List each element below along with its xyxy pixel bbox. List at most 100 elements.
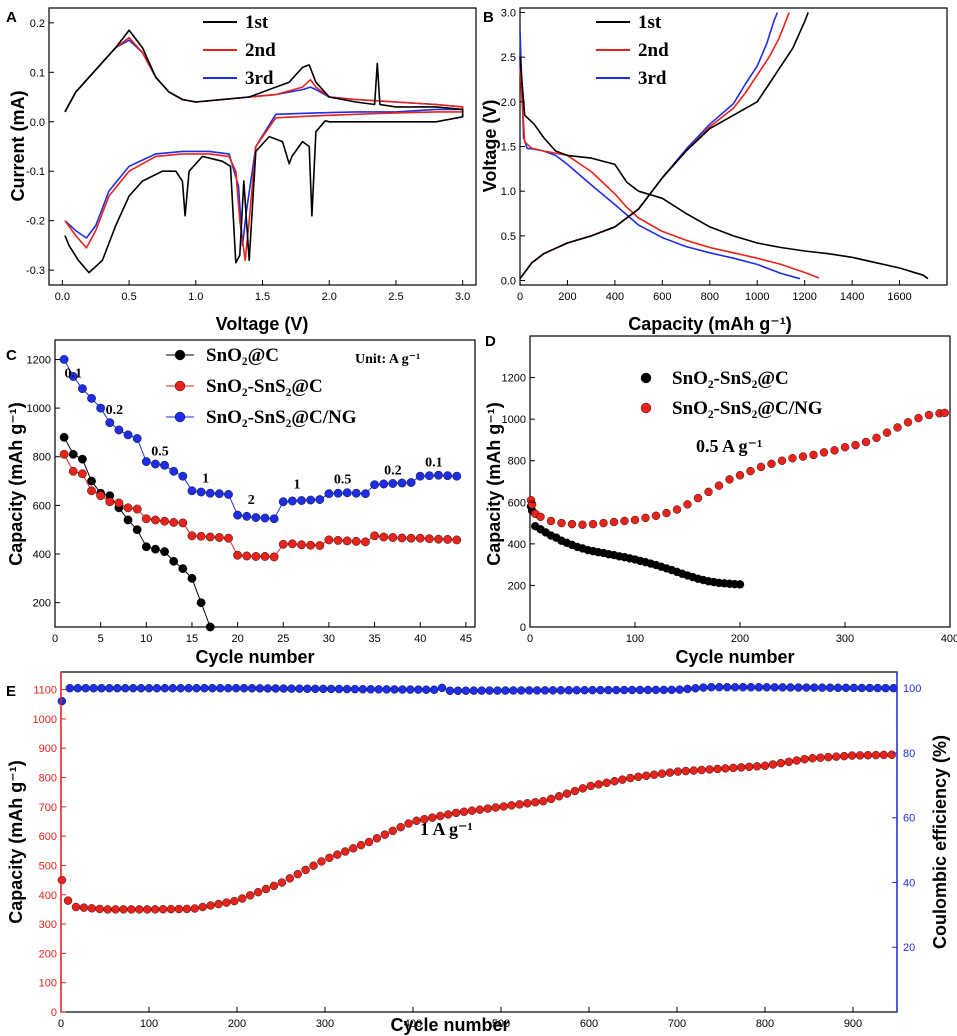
panel-e-efficiency-point — [810, 683, 819, 692]
panel-a-y-tick-label: 0.1 — [30, 67, 45, 79]
panel-d-y-tick-label: 1200 — [502, 373, 526, 385]
panel-c-x-tick-label: 15 — [186, 633, 198, 645]
panel-c-point-1-0 — [59, 449, 69, 459]
panel-e-x-tick-label: 400 — [404, 1018, 422, 1030]
panel-b-x-tick-label: 0 — [517, 291, 523, 303]
panel-c-point-2-16 — [205, 488, 215, 498]
panel-e-capacity-point — [578, 784, 588, 793]
panel-c-legend-label-2: SnO₂-SnS₂@C/NG — [206, 407, 357, 428]
panel-e-x-tick-label: 700 — [668, 1018, 686, 1030]
panel-e-capacity-point — [135, 905, 144, 914]
panel-c-x-tick-label: 25 — [277, 633, 289, 645]
panel-c-point-2-12 — [169, 466, 179, 476]
panel-c-point-1-11 — [160, 516, 169, 526]
panel-e-capacity-point — [657, 769, 667, 778]
panel-c-point-1-22 — [260, 552, 270, 561]
panel-c-point-0-14 — [187, 573, 197, 583]
panel-d-legend-label-1: SnO₂-SnS₂@C/NG — [672, 398, 823, 419]
panel-e-efficiency-point — [422, 685, 431, 694]
panel-e-capacity-point — [491, 803, 500, 812]
panel-c-x-tick-label: 20 — [231, 633, 243, 645]
panel-e-capacity-point — [768, 760, 778, 769]
panel-c-legend-label-0: SnO₂@C — [206, 345, 279, 366]
panel-e-capacity-point — [642, 771, 651, 780]
panel-d-point-1-8 — [588, 519, 598, 529]
panel-c-letter: C — [6, 347, 17, 364]
panel-c-legend-marker-1 — [174, 380, 186, 392]
panel-b-y-tick-label: 0.5 — [501, 231, 516, 243]
panel-d-point-1-10 — [609, 517, 619, 527]
panel-a-legend-label-2: 3rd — [245, 68, 274, 89]
panel-c-point-1-15 — [196, 531, 206, 541]
panel-c-point-0-13 — [178, 564, 188, 574]
panel-e-efficiency-point — [311, 684, 320, 694]
panel-c-rate-label-6: 0.5 — [334, 473, 352, 488]
panel-d-legend-marker-0 — [640, 372, 652, 384]
panel-e-capacity-point — [63, 896, 73, 905]
panel-e-capacity-point — [444, 810, 453, 819]
panel-c-point-2-4 — [96, 403, 106, 413]
panel-a-legend-label-1: 2nd — [245, 40, 276, 61]
panel-c-point-2-29 — [324, 489, 334, 499]
panel-c-point-2-19 — [233, 510, 243, 520]
panel-a-x-tick-label: 0.0 — [55, 291, 70, 303]
panel-e-efficiency-point — [849, 683, 859, 693]
panel-e-efficiency-point — [374, 685, 383, 694]
panel-e-efficiency-point — [746, 683, 756, 692]
panel-c-point-2-24 — [278, 497, 288, 507]
panel-c-y-tick-label: 400 — [33, 549, 51, 561]
panel-d-x-axis-label: Cycle number — [675, 647, 794, 667]
panel-e-efficiency-point — [113, 683, 122, 693]
panel-b-legend-label-2: 3rd — [638, 68, 667, 89]
panel-d-point-1-7 — [578, 520, 587, 529]
panel-e-efficiency-point — [200, 683, 209, 693]
panel-e-efficiency-point — [97, 683, 106, 693]
panel-a-x-tick-label: 1.5 — [255, 291, 270, 303]
panel-b-charge-discharge: B 0 200 400 600 800 1000 1200 1400 1600 0.0 0.5 1.… — [480, 7, 948, 334]
panel-e-capacity-point — [546, 794, 556, 804]
panel-e-capacity-point — [412, 816, 421, 825]
panel-e-capacity-point — [570, 786, 580, 796]
panel-c-point-2-15 — [196, 487, 206, 497]
panel-e-capacity-point — [483, 804, 492, 813]
panel-c-point-1-41 — [434, 534, 443, 544]
panel-c-point-2-30 — [333, 488, 343, 498]
panel-c-point-2-22 — [260, 513, 270, 523]
panel-e-y-axis-label: Capacity (mAh g⁻¹) — [6, 760, 26, 924]
panel-c-y-axis-label: Capacity (mAh g⁻¹) — [6, 402, 26, 566]
panel-d-legend-marker-1 — [640, 402, 652, 414]
panel-c-point-2-17 — [214, 489, 224, 499]
panel-e-efficiency-point — [461, 686, 470, 695]
panel-e-efficiency-point — [287, 684, 296, 693]
panel-c-point-0-2 — [77, 454, 87, 464]
panel-c-point-1-3 — [87, 486, 96, 496]
panel-e-y2-axis-label: Coulombic efficiency (%) — [930, 735, 950, 949]
panel-e-y-tick-label: 300 — [39, 919, 57, 931]
panel-b-discharge-2nd — [519, 66, 820, 279]
panel-c-point-1-33 — [361, 537, 370, 547]
panel-e-capacity-point — [119, 905, 128, 914]
panel-c-point-2-31 — [342, 488, 352, 498]
panel-e-efficiency-point — [762, 683, 771, 692]
panel-c-point-1-32 — [351, 536, 361, 546]
panel-b-y-tick-label: 2.5 — [501, 52, 516, 64]
panel-c-point-1-8 — [132, 504, 142, 514]
panel-e-efficiency-point — [208, 683, 217, 693]
panel-b-x-tick-label: 1400 — [840, 291, 864, 303]
panel-e-efficiency-point — [651, 685, 661, 695]
panel-c-point-0-9 — [141, 542, 151, 552]
panel-e-efficiency-point — [722, 683, 732, 692]
panel-e-capacity-point — [388, 826, 397, 836]
panel-d-point-1-15 — [662, 508, 671, 518]
panel-e-capacity-point — [222, 898, 231, 907]
panel-d-point-1-22 — [735, 471, 745, 480]
panel-c-point-1-21 — [251, 552, 261, 561]
panel-b-y-axis-label: Voltage (V) — [480, 100, 500, 193]
panel-c-point-2-5 — [105, 418, 115, 428]
panel-e-efficiency-point — [667, 685, 676, 695]
panel-a-series-1st — [64, 29, 464, 274]
panel-d-point-1-11 — [620, 516, 629, 526]
panel-e-y2-tick-label: 40 — [903, 877, 915, 889]
panel-e-capacity-point — [372, 834, 382, 843]
panel-d-point-1-33 — [851, 440, 860, 450]
